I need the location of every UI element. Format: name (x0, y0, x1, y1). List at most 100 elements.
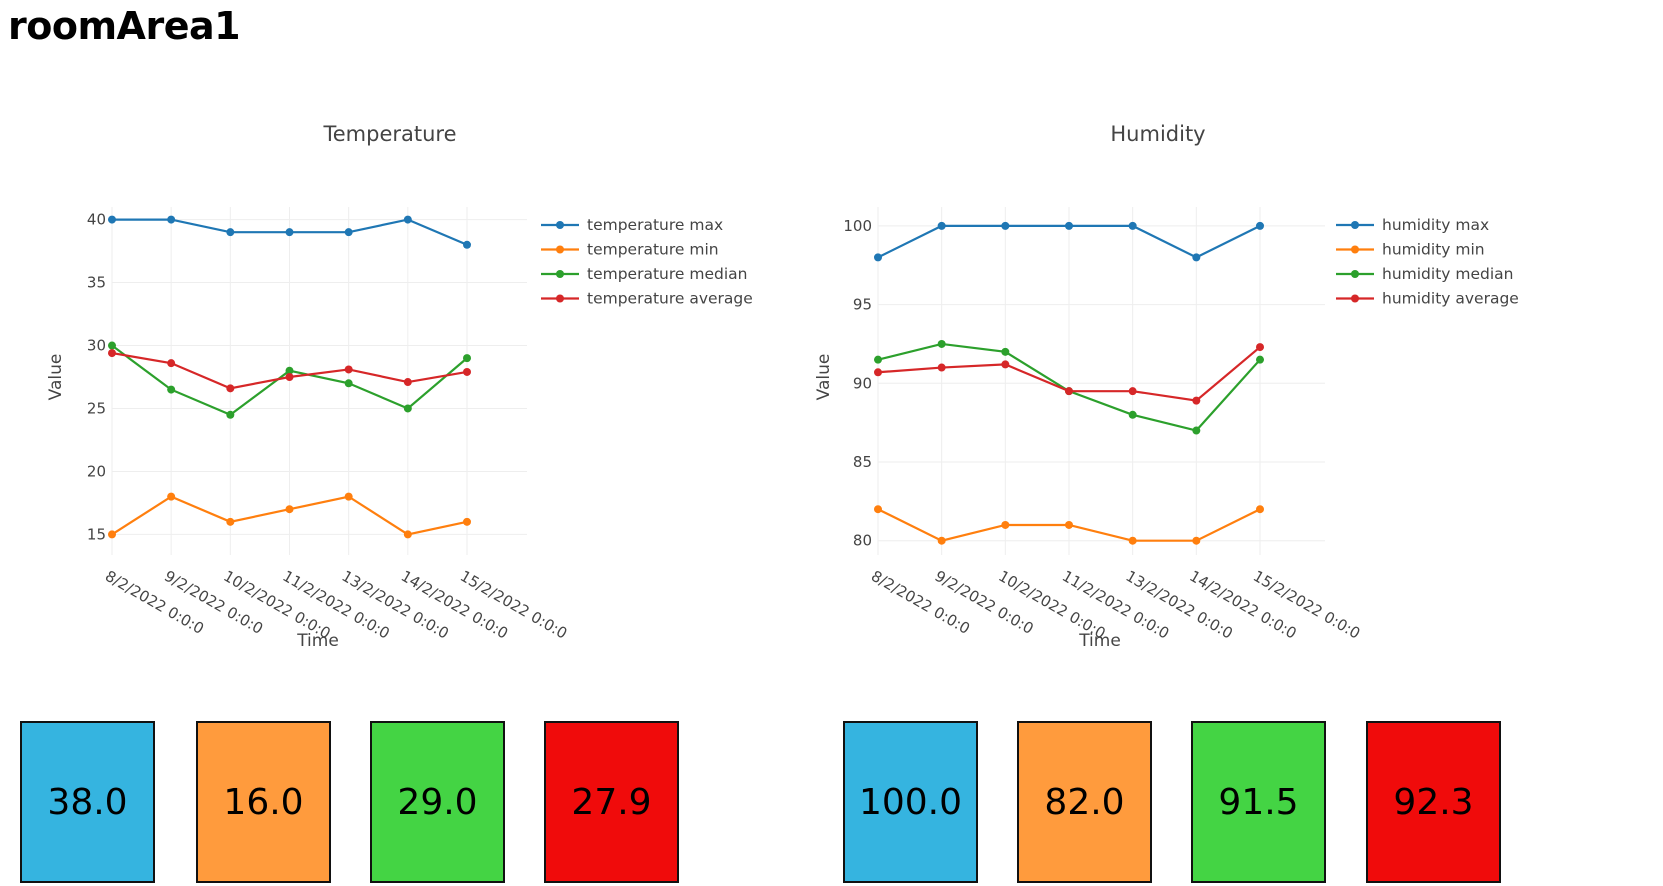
legend-label: temperature max (587, 216, 723, 234)
humidity-max-point (1256, 221, 1264, 230)
humidity-min-point (1128, 536, 1137, 545)
x-tick-label: 13/2/2022 0:0:0 (1123, 567, 1236, 643)
y-tick-label: 100 (843, 217, 872, 235)
legend-item-humidity-max[interactable]: humidity max (1336, 216, 1489, 234)
y-tick-label: 95 (853, 296, 872, 314)
temperature-max-point (463, 240, 471, 249)
legend-item-temperature-median[interactable]: temperature median (541, 265, 747, 283)
temperature-average-point (108, 349, 116, 358)
y-tick-label: 85 (853, 453, 872, 471)
legend-item-temperature-min[interactable]: temperature min (541, 241, 719, 259)
temperature-max-card: 38.0 (20, 721, 155, 883)
temperature-max-point (344, 228, 353, 237)
humidity-max-point (937, 221, 946, 230)
temperature-average-point (226, 384, 235, 393)
humidity-max-card: 100.0 (843, 721, 978, 883)
temperature-min-point (167, 492, 176, 501)
humidity-min-point (1192, 536, 1201, 545)
legend-marker-icon (556, 294, 564, 303)
temperature-median-value: 29.0 (397, 781, 478, 823)
legend-item-temperature-max[interactable]: temperature max (541, 216, 723, 234)
temperature-min-point (344, 492, 353, 501)
y-axis-label: Value (814, 354, 834, 401)
x-tick-label: 15/2/2022 0:0:0 (1250, 567, 1363, 643)
temperature-chart[interactable]: Temperature 15 20 25 30 35 40 8/2/2022 0:0:0 9/2… (0, 100, 820, 680)
legend-label: humidity max (1382, 216, 1489, 234)
humidity-max-point (1065, 221, 1073, 230)
x-tick-label: 9/2/2022 0:0:0 (161, 567, 266, 638)
temperature-median-point (226, 410, 235, 419)
temperature-average-point (167, 359, 176, 368)
temperature-max-point (108, 215, 116, 224)
temperature-average-value: 27.9 (571, 781, 652, 823)
legend-label: humidity min (1382, 241, 1485, 259)
y-tick-label: 35 (87, 274, 106, 292)
y-tick-label: 20 (87, 462, 106, 480)
humidity-average-point (1192, 396, 1201, 405)
temperature-average-card: 27.9 (544, 721, 679, 883)
humidity-chart[interactable]: Humidity 80 85 90 95 100 8/2/2022 0:0:0 9/2/202… (814, 100, 1640, 680)
temperature-min-point (403, 530, 412, 539)
humidity-min-value: 82.0 (1044, 781, 1125, 823)
x-tick-label: 14/2/2022 0:0:0 (1186, 567, 1299, 643)
temperature-median-point (463, 354, 471, 363)
humidity-max-value: 100.0 (858, 781, 963, 823)
temperature-median-point (108, 341, 116, 350)
temperature-min-card: 16.0 (196, 721, 331, 883)
chart-title: Humidity (1110, 122, 1205, 146)
x-axis-label: Time (1078, 631, 1121, 651)
legend-item-temperature-average[interactable]: temperature average (541, 290, 753, 308)
temperature-max-point (285, 228, 294, 237)
humidity-median-card: 91.5 (1191, 721, 1326, 883)
legend-label: humidity average (1382, 290, 1519, 308)
temperature-average-point (403, 378, 412, 387)
humidity-average-point (1065, 387, 1073, 396)
legend-item-humidity-min[interactable]: humidity min (1336, 241, 1485, 259)
humidity-average-point (937, 363, 946, 372)
temperature-median-point (344, 379, 353, 388)
humidity-median-point (1001, 347, 1010, 356)
humidity-cards: 100.0 82.0 91.5 92.3 (843, 721, 1543, 886)
legend-label: temperature average (587, 290, 753, 308)
humidity-median-point (1192, 426, 1201, 435)
temperature-median-point (403, 404, 412, 413)
humidity-average-point (1256, 343, 1264, 352)
y-tick-label: 80 (853, 532, 872, 550)
humidity-median-point (874, 355, 882, 364)
y-tick-label: 15 (87, 525, 106, 543)
temperature-average-point (344, 365, 353, 374)
humidity-average-point (1128, 387, 1137, 396)
legend-marker-icon (1351, 270, 1359, 278)
legend-item-humidity-median[interactable]: humidity median (1336, 265, 1513, 283)
humidity-min-point (1001, 520, 1010, 529)
chart-title: Temperature (322, 122, 456, 146)
y-axis-label: Value (46, 354, 66, 401)
legend-marker-icon (1351, 245, 1359, 254)
temperature-median-point (285, 366, 294, 375)
humidity-average-point (1001, 360, 1010, 369)
legend-marker-icon (1351, 294, 1359, 303)
legend-marker-icon (556, 221, 564, 229)
temperature-average-point (463, 367, 471, 376)
humidity-min-point (1065, 520, 1073, 529)
temperature-min-value: 16.0 (223, 781, 304, 823)
temperature-min-point (285, 505, 294, 514)
temperature-max-point (167, 215, 176, 224)
legend-marker-icon (1351, 221, 1359, 229)
temperature-cards: 38.0 16.0 29.0 27.9 (20, 721, 720, 886)
humidity-median-point (1256, 355, 1264, 364)
legend-label: temperature median (587, 265, 747, 283)
legend-item-humidity-average[interactable]: humidity average (1336, 290, 1519, 308)
humidity-median-point (1128, 410, 1137, 419)
chart-svg: Temperature 15 20 25 30 35 40 8/2/2022 0:0:09/2… (46, 122, 753, 651)
humidity-max-point (1128, 221, 1137, 230)
humidity-average-value: 92.3 (1393, 781, 1474, 823)
temperature-median-point (167, 385, 176, 394)
legend-label: temperature min (587, 241, 719, 259)
y-tick-label: 25 (87, 399, 106, 417)
temperature-max-value: 38.0 (47, 781, 128, 823)
temperature-average-point (285, 373, 294, 381)
humidity-min-point (937, 536, 946, 545)
humidity-median-point (937, 339, 946, 348)
